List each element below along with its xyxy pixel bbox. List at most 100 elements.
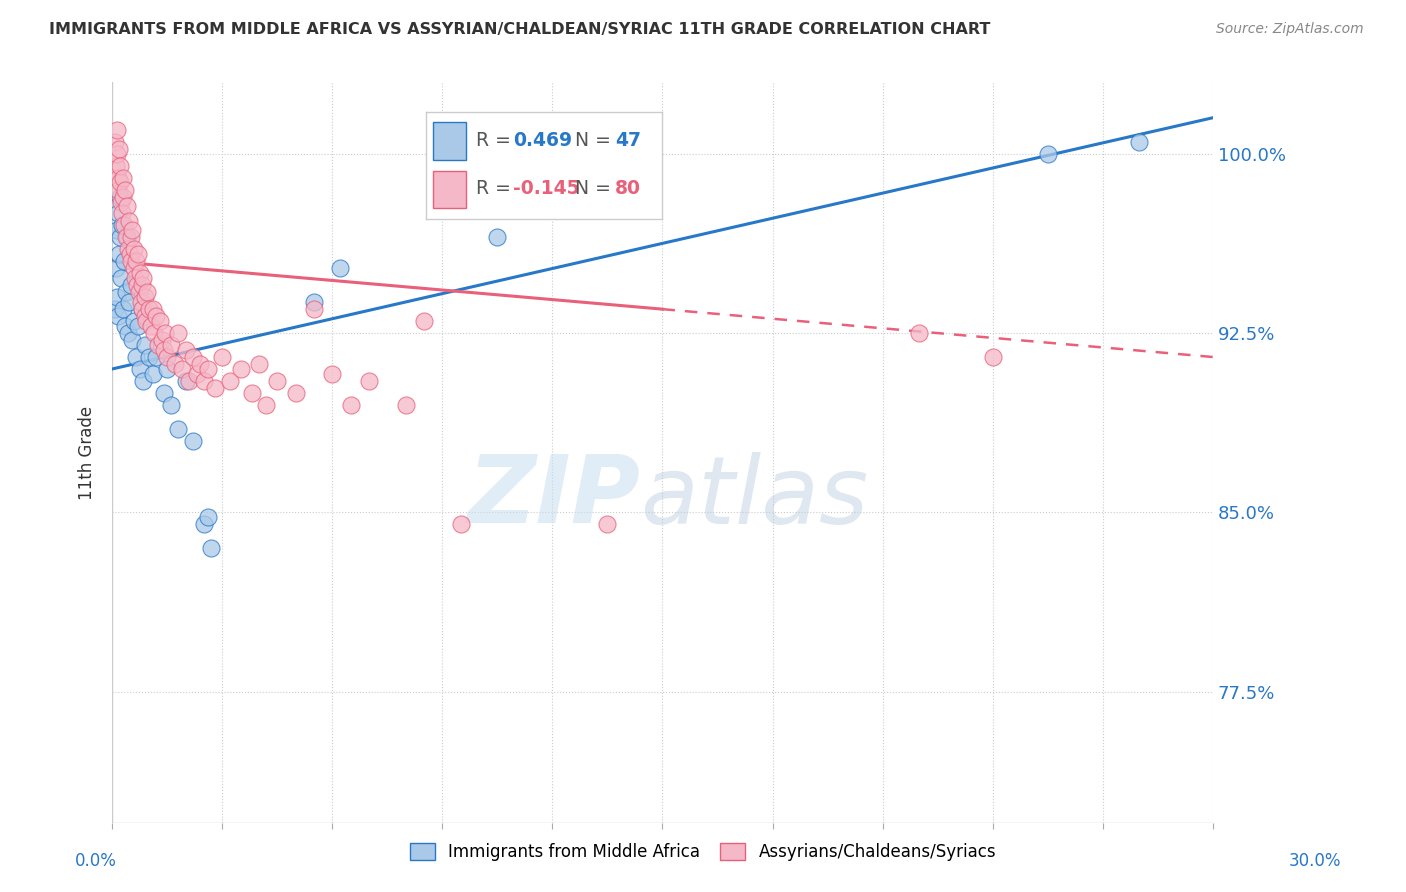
Y-axis label: 11th Grade: 11th Grade bbox=[79, 406, 96, 500]
Point bbox=[134, 338, 156, 352]
Point bbox=[204, 381, 226, 395]
Point bbox=[111, 206, 134, 220]
Point bbox=[146, 338, 169, 352]
Point bbox=[120, 278, 142, 293]
Text: 0.0%: 0.0% bbox=[75, 852, 117, 870]
Point bbox=[134, 290, 156, 304]
Point bbox=[266, 374, 288, 388]
Text: IMMIGRANTS FROM MIDDLE AFRICA VS ASSYRIAN/CHALDEAN/SYRIAC 11TH GRADE CORRELATION: IMMIGRANTS FROM MIDDLE AFRICA VS ASSYRIA… bbox=[49, 22, 991, 37]
Point bbox=[135, 314, 157, 328]
Point bbox=[107, 206, 129, 220]
Point bbox=[1036, 146, 1059, 161]
Point bbox=[132, 271, 155, 285]
Point bbox=[160, 398, 183, 412]
Point bbox=[117, 326, 139, 340]
Point bbox=[107, 310, 129, 324]
Point bbox=[125, 254, 148, 268]
Point bbox=[160, 338, 183, 352]
Point bbox=[115, 285, 138, 300]
Point bbox=[104, 302, 127, 317]
Point bbox=[136, 285, 159, 300]
Point bbox=[321, 367, 343, 381]
Point bbox=[156, 350, 179, 364]
Point bbox=[254, 398, 277, 412]
Point bbox=[138, 350, 160, 364]
Point bbox=[193, 517, 215, 532]
Point bbox=[163, 357, 186, 371]
Point bbox=[150, 333, 173, 347]
Point bbox=[560, 199, 582, 213]
Point bbox=[450, 517, 472, 532]
Point bbox=[107, 170, 129, 185]
Point bbox=[122, 243, 145, 257]
Point bbox=[121, 333, 143, 347]
Point bbox=[111, 219, 134, 233]
Point bbox=[110, 159, 132, 173]
Point bbox=[486, 230, 509, 244]
Point bbox=[145, 350, 167, 364]
Point bbox=[110, 194, 132, 209]
Point bbox=[128, 362, 150, 376]
Point bbox=[167, 326, 190, 340]
Point bbox=[139, 318, 162, 333]
Point bbox=[145, 310, 167, 324]
Point bbox=[138, 302, 160, 317]
Point bbox=[131, 278, 153, 293]
Point bbox=[112, 254, 135, 268]
Point bbox=[121, 223, 143, 237]
Point bbox=[181, 350, 204, 364]
Point bbox=[124, 271, 146, 285]
Point bbox=[108, 175, 131, 189]
Point bbox=[413, 314, 436, 328]
Point bbox=[339, 398, 361, 412]
Point bbox=[120, 254, 142, 268]
Point bbox=[120, 230, 142, 244]
Point bbox=[127, 278, 149, 293]
Point bbox=[188, 357, 211, 371]
Point bbox=[112, 219, 135, 233]
Point bbox=[152, 343, 174, 357]
Text: atlas: atlas bbox=[641, 451, 869, 542]
Point bbox=[117, 243, 139, 257]
Point bbox=[395, 398, 418, 412]
Point bbox=[197, 362, 219, 376]
Point bbox=[143, 326, 166, 340]
Point bbox=[357, 374, 380, 388]
Legend: Immigrants from Middle Africa, Assyrians/Chaldeans/Syriacs: Immigrants from Middle Africa, Assyrians… bbox=[404, 836, 1002, 868]
Point bbox=[128, 266, 150, 280]
Point bbox=[155, 326, 177, 340]
Point bbox=[329, 261, 352, 276]
Point bbox=[105, 146, 128, 161]
Point bbox=[197, 510, 219, 524]
Point bbox=[302, 295, 325, 310]
Point bbox=[125, 350, 148, 364]
Point bbox=[127, 318, 149, 333]
Point bbox=[115, 230, 138, 244]
Point bbox=[596, 517, 619, 532]
Point bbox=[105, 290, 128, 304]
Point bbox=[118, 213, 141, 227]
Point bbox=[142, 367, 165, 381]
Point bbox=[186, 367, 208, 381]
Point bbox=[131, 302, 153, 317]
Point bbox=[118, 247, 141, 261]
Point bbox=[131, 302, 153, 317]
Point bbox=[128, 285, 150, 300]
Point bbox=[112, 190, 135, 204]
Point bbox=[218, 374, 240, 388]
Point bbox=[107, 182, 129, 196]
Point bbox=[127, 247, 149, 261]
Point bbox=[115, 199, 138, 213]
Point bbox=[134, 310, 156, 324]
Point bbox=[104, 135, 127, 149]
Point bbox=[122, 314, 145, 328]
Point bbox=[110, 230, 132, 244]
Point bbox=[302, 302, 325, 317]
Point bbox=[981, 350, 1004, 364]
Point bbox=[284, 385, 307, 400]
Point bbox=[108, 190, 131, 204]
Point bbox=[193, 374, 215, 388]
Point bbox=[105, 223, 128, 237]
Point bbox=[108, 247, 131, 261]
Point bbox=[104, 261, 127, 276]
